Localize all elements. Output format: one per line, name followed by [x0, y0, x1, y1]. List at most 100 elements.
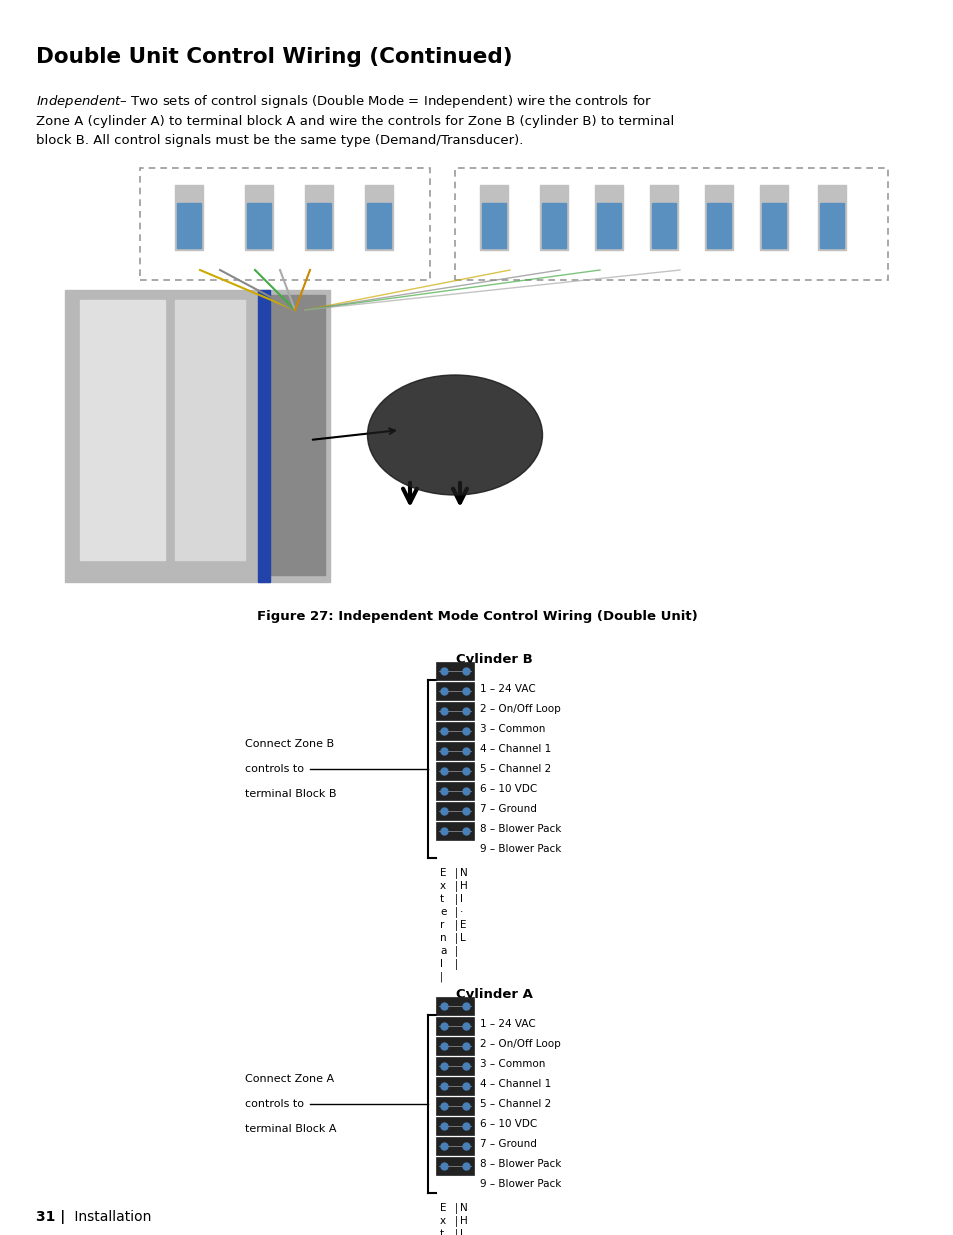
Text: |: |	[439, 972, 443, 983]
Text: L: L	[459, 932, 465, 944]
Text: x: x	[439, 1216, 446, 1226]
Bar	[706, 203, 730, 248]
Bar	[270, 295, 325, 576]
Bar	[649, 185, 678, 249]
Bar	[140, 168, 430, 280]
Bar	[436, 1057, 474, 1074]
Bar	[436, 802, 474, 820]
Text: r: r	[439, 920, 444, 930]
Bar	[817, 185, 845, 249]
Text: 3 – Common: 3 – Common	[479, 724, 545, 734]
Text: terminal Block A: terminal Block A	[245, 1124, 336, 1134]
Bar	[245, 185, 273, 249]
Bar	[436, 762, 474, 781]
Bar	[436, 1137, 474, 1155]
Text: I: I	[459, 1229, 462, 1235]
Bar	[539, 185, 567, 249]
Bar	[436, 701, 474, 720]
Text: 9 – Blower Pack: 9 – Blower Pack	[479, 844, 560, 853]
Bar	[307, 203, 331, 248]
Bar	[761, 203, 785, 248]
Bar	[174, 185, 203, 249]
Text: 4 – Channel 1: 4 – Channel 1	[479, 1079, 551, 1089]
Text: 7 – Ground: 7 – Ground	[479, 804, 537, 814]
Text: 9 – Blower Pack: 9 – Blower Pack	[479, 1179, 560, 1189]
Text: 31 |: 31 |	[36, 1210, 65, 1224]
Text: Cylinder A: Cylinder A	[456, 988, 533, 1002]
Bar	[436, 1116, 474, 1135]
Text: N: N	[459, 1203, 467, 1213]
Bar	[60, 161, 909, 590]
Text: ·: ·	[459, 906, 463, 918]
Text: H: H	[459, 1216, 467, 1226]
Bar	[481, 203, 505, 248]
Bar	[436, 1016, 474, 1035]
Text: terminal Block B: terminal Block B	[245, 789, 336, 799]
Text: t: t	[439, 1229, 444, 1235]
Text: E: E	[459, 920, 466, 930]
Bar	[305, 185, 333, 249]
Bar	[760, 185, 787, 249]
Text: H: H	[459, 881, 467, 890]
Text: 6 – 10 VDC: 6 – 10 VDC	[479, 1119, 537, 1129]
Bar	[595, 185, 622, 249]
Bar	[436, 1077, 474, 1095]
Bar	[65, 290, 330, 582]
Text: 8 – Blower Pack: 8 – Blower Pack	[479, 1158, 560, 1170]
Text: e: e	[439, 906, 446, 918]
Text: 2 – On/Off Loop: 2 – On/Off Loop	[479, 1039, 560, 1049]
Text: n: n	[439, 932, 446, 944]
Bar	[436, 1037, 474, 1055]
Bar	[247, 203, 271, 248]
Bar	[436, 997, 474, 1015]
Bar	[436, 662, 474, 680]
Text: Connect Zone B: Connect Zone B	[245, 739, 334, 748]
Text: 2 – On/Off Loop: 2 – On/Off Loop	[479, 704, 560, 714]
Text: 1 – 24 VAC: 1 – 24 VAC	[479, 684, 536, 694]
Bar	[436, 722, 474, 740]
Text: E: E	[439, 1203, 446, 1213]
Bar	[80, 300, 165, 559]
Bar	[541, 203, 565, 248]
Text: 4 – Channel 1: 4 – Channel 1	[479, 743, 551, 755]
Text: 7 – Ground: 7 – Ground	[479, 1139, 537, 1149]
Bar	[455, 168, 887, 280]
Text: 5 – Channel 2: 5 – Channel 2	[479, 764, 551, 774]
Text: controls to: controls to	[245, 764, 304, 774]
Bar	[365, 185, 393, 249]
Bar	[436, 682, 474, 700]
Text: controls to: controls to	[245, 1099, 304, 1109]
Text: 5 – Channel 2: 5 – Channel 2	[479, 1099, 551, 1109]
Bar	[436, 742, 474, 760]
Bar	[436, 782, 474, 800]
Text: 6 – 10 VDC: 6 – 10 VDC	[479, 784, 537, 794]
Text: Figure 27: Independent Mode Control Wiring (Double Unit): Figure 27: Independent Mode Control Wiri…	[256, 610, 697, 624]
Bar	[436, 823, 474, 840]
Text: I: I	[459, 894, 462, 904]
Text: Cylinder B: Cylinder B	[456, 653, 532, 666]
Bar	[479, 185, 507, 249]
Bar	[177, 203, 201, 248]
Bar	[436, 1097, 474, 1115]
Bar	[174, 300, 245, 559]
Text: x: x	[439, 881, 446, 890]
Bar	[436, 1157, 474, 1174]
Bar	[597, 203, 620, 248]
Text: Double Unit Control Wiring (Continued): Double Unit Control Wiring (Continued)	[36, 47, 512, 67]
Bar	[257, 290, 270, 582]
Text: $\it{Independent}$– Two sets of control signals (Double Mode = Independent) wire: $\it{Independent}$– Two sets of control …	[36, 93, 674, 147]
Text: a: a	[439, 946, 446, 956]
Text: 8 – Blower Pack: 8 – Blower Pack	[479, 824, 560, 834]
Bar	[820, 203, 843, 248]
Text: 1 – 24 VAC: 1 – 24 VAC	[479, 1019, 536, 1029]
Text: E: E	[439, 868, 446, 878]
Bar	[651, 203, 676, 248]
Bar	[367, 203, 391, 248]
Bar	[704, 185, 732, 249]
Text: Connect Zone A: Connect Zone A	[245, 1074, 334, 1084]
Text: l: l	[439, 960, 442, 969]
Text: N: N	[459, 868, 467, 878]
Text: Installation: Installation	[70, 1210, 152, 1224]
Text: t: t	[439, 894, 444, 904]
Text: 3 – Common: 3 – Common	[479, 1058, 545, 1070]
